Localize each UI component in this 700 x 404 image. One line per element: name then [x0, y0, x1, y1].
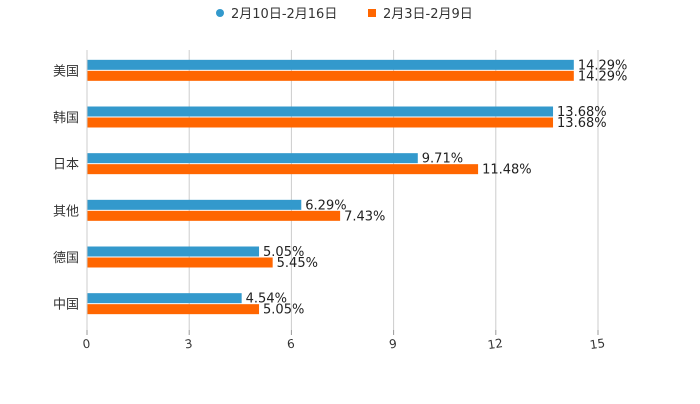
x-tick-label: 15: [589, 336, 606, 352]
bar-series-1[interactable]: [87, 199, 302, 210]
data-label: 14.29%: [578, 69, 628, 84]
bar-series-2[interactable]: [87, 257, 273, 268]
category-label: 美国: [53, 64, 79, 79]
bar-series-1[interactable]: [87, 153, 418, 164]
data-label: 13.68%: [557, 116, 607, 131]
data-label: 5.05%: [263, 303, 304, 318]
bar-series-2[interactable]: [87, 117, 554, 128]
data-label: 6.29%: [305, 198, 346, 213]
x-tick-label: 6: [286, 337, 296, 352]
data-label: 11.48%: [482, 163, 532, 178]
x-tick-label: 3: [184, 337, 194, 352]
legend-label-2[interactable]: 2月3日-2月9日: [383, 7, 473, 22]
category-label: 日本: [53, 158, 79, 173]
bars: 14.29%14.29% 13.68%13.68% 9.71% 11.48% 6.29%…: [87, 58, 628, 318]
x-tick-label: 12: [487, 336, 504, 352]
category-label: 德国: [53, 251, 79, 266]
data-label: 5.45%: [277, 256, 318, 271]
x-axis: 0 3 6 9 12 15: [82, 50, 606, 352]
data-label: 13.68%: [557, 105, 607, 120]
x-tick-label: 9: [388, 337, 398, 352]
bar-series-2[interactable]: [87, 70, 574, 81]
data-label: 4.54%: [246, 292, 287, 307]
bar-series-1[interactable]: [87, 59, 574, 70]
category-label: 中国: [53, 298, 79, 313]
data-label: 5.05%: [263, 245, 304, 260]
data-label: 7.43%: [344, 209, 385, 224]
category-label: 韩国: [53, 111, 79, 126]
data-label: 14.29%: [578, 58, 628, 73]
bar-series-1[interactable]: [87, 106, 554, 117]
x-tick-label: 0: [82, 337, 92, 352]
category-label: 其他: [53, 204, 79, 219]
grid-lines: [86, 50, 599, 330]
data-label: 9.71%: [422, 152, 463, 167]
legend-marker-2[interactable]: [368, 9, 376, 17]
bar-series-1[interactable]: [87, 293, 242, 304]
bar-series-1[interactable]: [87, 246, 260, 257]
legend[interactable]: 2月10日-2月16日 2月3日-2月9日: [216, 7, 473, 22]
bar-series-2[interactable]: [87, 210, 341, 221]
legend-label-1[interactable]: 2月10日-2月16日: [231, 7, 337, 22]
legend-marker-1[interactable]: [216, 9, 224, 17]
bar-series-2[interactable]: [87, 164, 479, 175]
bar-series-2[interactable]: [87, 304, 260, 315]
